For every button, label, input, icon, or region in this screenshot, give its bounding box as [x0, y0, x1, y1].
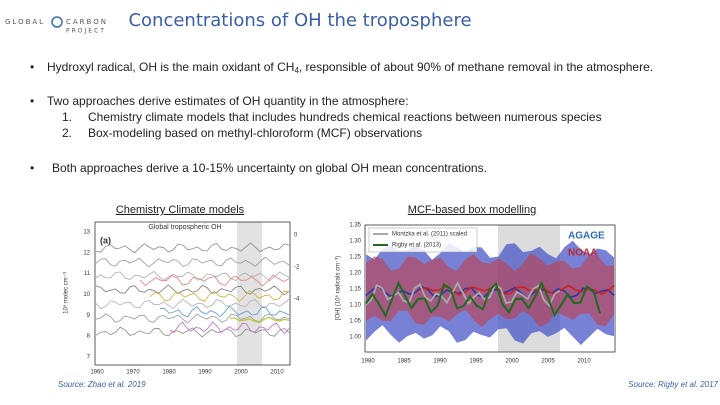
model-line	[95, 284, 290, 296]
bullet-text: Hydroxyl radical, OH is the main oxidant…	[47, 60, 653, 75]
logo: GLOBAL CARBON PROJECT	[5, 16, 108, 35]
item-number: 2.	[62, 126, 72, 140]
y-tick-label: 12	[83, 250, 90, 256]
panel-title: Global tropospheric OH	[148, 224, 221, 231]
bullet-text: Both approaches derive a 10-15% uncertai…	[52, 161, 487, 175]
network-label: AGAGE	[568, 231, 605, 242]
logo-text: PROJECT	[66, 28, 106, 35]
panel-label: (a)	[100, 235, 111, 245]
y-tick-label: 1.20	[349, 271, 361, 277]
subscript: 4	[294, 66, 299, 75]
legend-entry: Rigby et al. (2013)	[392, 243, 441, 249]
item-text: Chemistry climate models that includes h…	[88, 110, 602, 124]
model-line	[95, 298, 290, 310]
x-tick-label: 1970	[126, 370, 140, 376]
plot-frame	[94, 221, 291, 366]
figure-caption: MCF-based box modelling	[408, 204, 536, 216]
x-tick-label: 1960	[90, 370, 104, 376]
y-axis-label: [OH] (10⁶ radicals cm⁻³)	[335, 256, 342, 320]
y2-tick-label: -4	[294, 297, 300, 303]
series-line	[365, 280, 601, 318]
logo-circle	[51, 16, 63, 28]
bullet-text: , responsible of about 90% of methane re…	[299, 60, 653, 74]
source: Source: Rigby et al. 2017	[628, 380, 718, 389]
y-axis-label: 10⁵ molec cm⁻³	[63, 272, 70, 314]
y-tick-label: 11	[84, 271, 91, 277]
model-line	[149, 289, 290, 303]
model-line	[159, 305, 290, 318]
y-tick-label: 1.15	[349, 287, 361, 293]
x-tick-label: 2005	[541, 359, 555, 365]
y-tick-label: 10	[83, 292, 90, 298]
y-tick-label: 1.35	[349, 223, 361, 229]
source: Source: Zhao et al. 2019	[58, 380, 146, 389]
series-line	[419, 284, 615, 296]
model-line	[95, 256, 290, 268]
legend-entry: Montzka et al. (2011) scaled	[392, 232, 467, 238]
legend-box	[368, 227, 478, 253]
bullet-text: Hydroxyl radical, OH is the main oxidant…	[47, 60, 294, 74]
y-tick-label: 9	[87, 313, 91, 319]
x-tick-label: 2000	[234, 370, 248, 376]
y-tick-label: 1.10	[349, 303, 361, 309]
x-tick-label: 1980	[361, 359, 375, 365]
bullet-dot: •	[30, 94, 34, 108]
bullet-dot: •	[30, 161, 34, 175]
x-tick-label: 1990	[433, 359, 447, 365]
y-tick-label: 7	[87, 355, 91, 361]
bullet-text: Two approaches derive estimates of OH qu…	[47, 94, 409, 108]
bullet-dot: •	[30, 60, 34, 74]
item-number: 1.	[62, 110, 72, 124]
figure-caption: Chemistry Climate models	[116, 204, 245, 216]
y-tick-label: 1.25	[349, 255, 361, 261]
x-tick-label: 2010	[577, 359, 591, 365]
y-tick-label: 1.05	[349, 319, 361, 325]
item-text: Box-modeling based on methyl-chloroform …	[88, 126, 422, 140]
x-tick-label: 2000	[505, 359, 519, 365]
model-line	[95, 326, 290, 338]
model-line	[139, 274, 290, 287]
logo-text: CARBON	[66, 18, 108, 26]
plot-frame	[364, 224, 616, 353]
network-label: NOAA	[568, 248, 597, 259]
x-tick-label: 1990	[198, 370, 212, 376]
x-tick-label: 1980	[162, 370, 176, 376]
y-tick-label: 13	[83, 230, 90, 236]
y2-tick-label: 0	[294, 233, 298, 239]
model-line	[95, 313, 290, 324]
y-tick-label: 1.00	[349, 335, 361, 341]
model-line	[95, 242, 290, 254]
model-line	[169, 321, 290, 335]
y-tick-label: 1.30	[349, 239, 361, 245]
slide-title: Concentrations of OH the troposphere	[128, 10, 471, 31]
x-tick-label: 1985	[397, 359, 411, 365]
y-tick-label: 8	[87, 334, 91, 340]
model-line	[95, 270, 290, 282]
series-line	[365, 281, 561, 308]
x-tick-label: 1995	[469, 359, 483, 365]
model-line	[230, 316, 290, 324]
x-tick-label: 2010	[270, 370, 284, 376]
y2-tick-label: -2	[294, 265, 300, 271]
logo-text: GLOBAL	[5, 18, 45, 26]
